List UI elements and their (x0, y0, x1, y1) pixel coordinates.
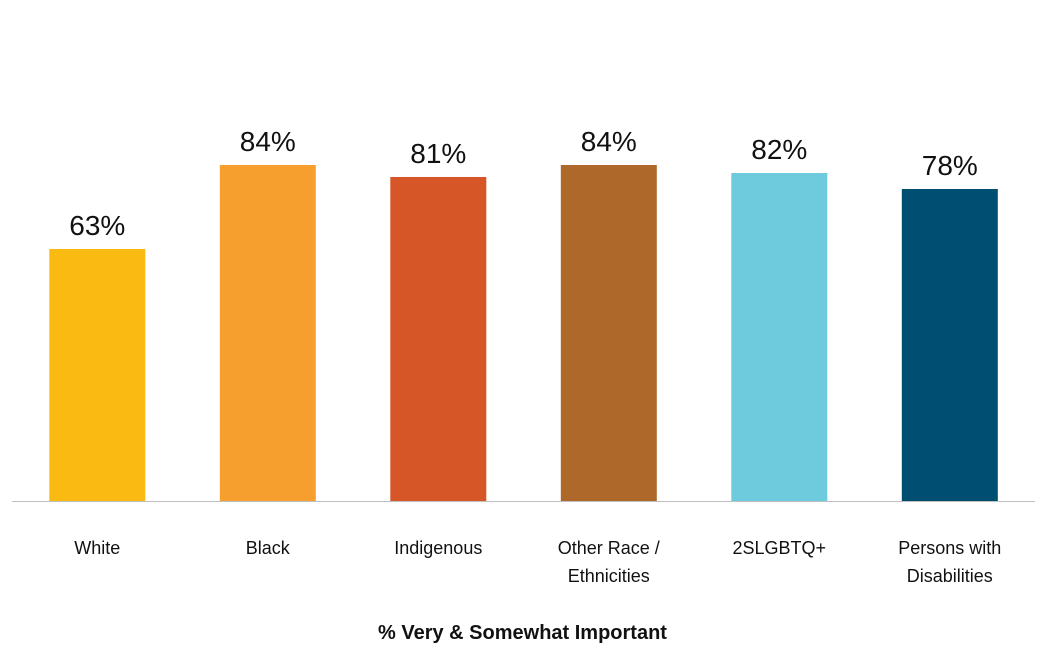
value-labels-group: 63% 84% 81% 84% 82% 78% (69, 126, 978, 241)
category-label: Black (246, 538, 291, 558)
category-label: Other Race / Ethnicities (558, 538, 660, 586)
category-label: Indigenous (394, 538, 482, 558)
value-label: 82% (751, 134, 807, 165)
bar (390, 177, 487, 501)
bar (901, 189, 998, 501)
bar (560, 165, 657, 501)
bar (731, 173, 828, 501)
value-label: 84% (240, 126, 296, 157)
bars-group (49, 165, 998, 501)
category-labels-group: White Black Indigenous Other Race / Ethnicit… (74, 538, 1001, 586)
value-label: 78% (922, 150, 978, 181)
bar (219, 165, 316, 501)
category-label: Persons with Disabilities (898, 538, 1001, 586)
value-label: 81% (410, 138, 466, 169)
category-label: White (74, 538, 120, 558)
bar (49, 249, 146, 501)
x-axis-title: % Very & Somewhat Important (378, 622, 667, 644)
value-label: 63% (69, 210, 125, 241)
value-label: 84% (581, 126, 637, 157)
category-label: 2SLGBTQ+ (733, 538, 827, 558)
